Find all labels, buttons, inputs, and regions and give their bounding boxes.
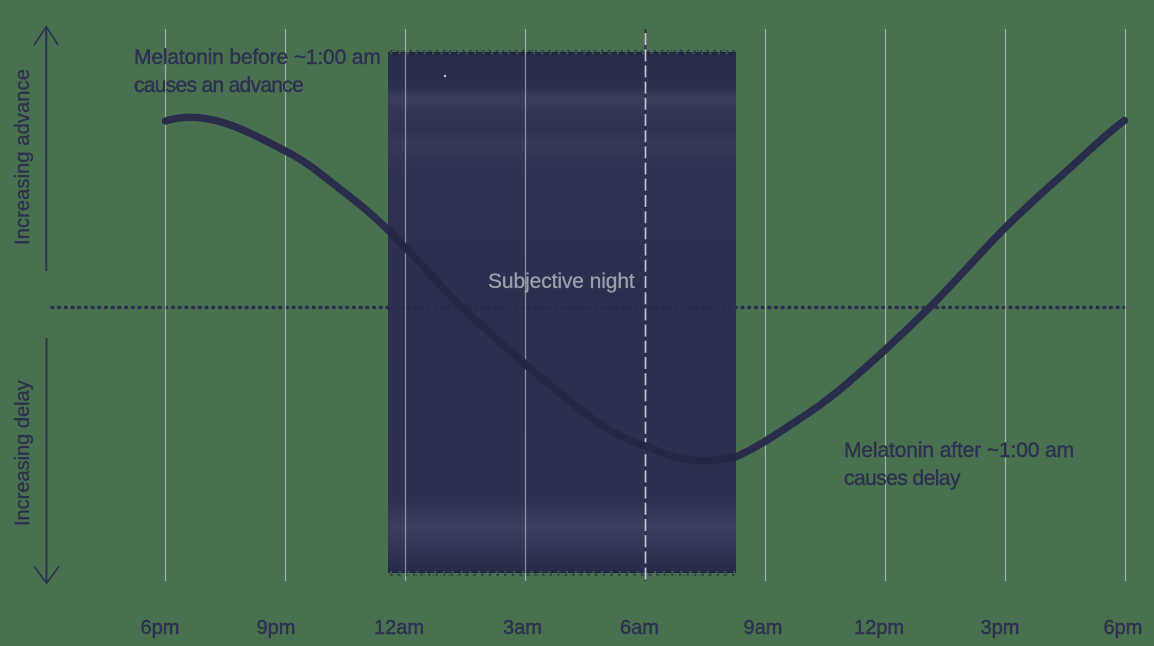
svg-text:Melatonin after ~1:00 am: Melatonin after ~1:00 am <box>844 439 1074 462</box>
svg-text:Increasing delay: Increasing delay <box>12 380 34 526</box>
svg-text:6pm: 6pm <box>141 617 180 639</box>
svg-text:9am: 9am <box>744 617 783 639</box>
svg-text:causes an advance: causes an advance <box>134 74 303 97</box>
svg-text:Subjective night: Subjective night <box>488 270 635 293</box>
svg-text:6pm: 6pm <box>1104 617 1143 639</box>
svg-text:12pm: 12pm <box>854 617 904 639</box>
svg-text:Increasing advance: Increasing advance <box>12 69 34 245</box>
svg-text:9pm: 9pm <box>257 617 296 639</box>
svg-text:6am: 6am <box>620 617 659 639</box>
svg-text:causes delay: causes delay <box>844 467 961 490</box>
svg-text:3pm: 3pm <box>981 617 1020 639</box>
svg-text:Melatonin before ~1:00 am: Melatonin before ~1:00 am <box>134 46 381 69</box>
svg-text:3am: 3am <box>503 617 542 639</box>
svg-text:12am: 12am <box>374 617 424 639</box>
